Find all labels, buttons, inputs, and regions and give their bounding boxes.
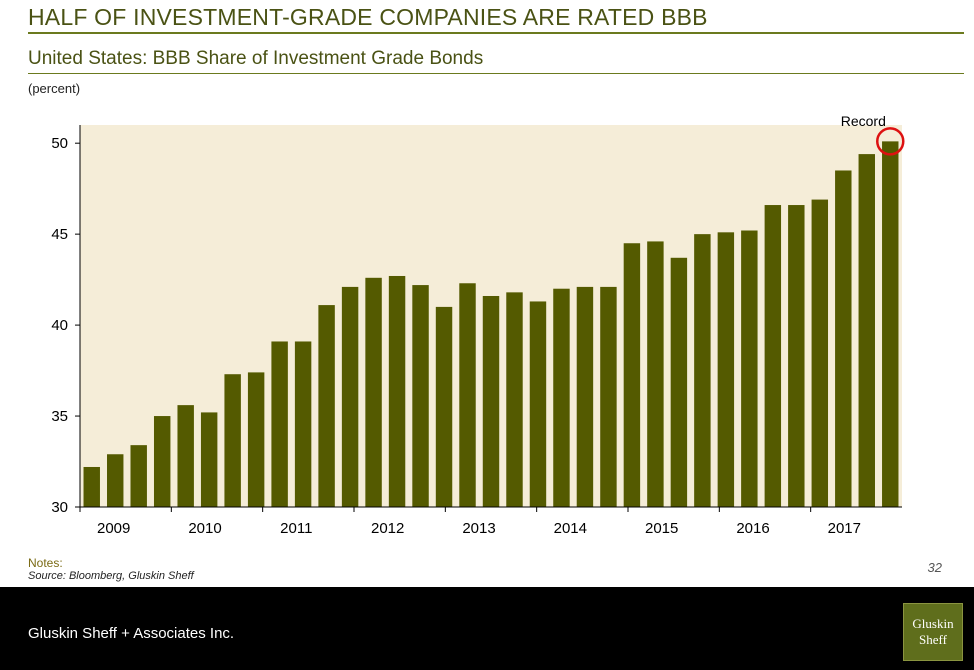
bar [107, 454, 124, 507]
x-tick-label: 2009 [97, 520, 130, 537]
bar [741, 230, 758, 507]
bar [224, 374, 241, 507]
bar [412, 285, 429, 507]
bar [247, 372, 265, 507]
bar [717, 232, 735, 507]
bar [130, 445, 147, 507]
x-tick-label: 2010 [188, 520, 221, 537]
x-tick-label: 2016 [736, 520, 769, 537]
bar [341, 286, 359, 507]
bar [788, 205, 805, 508]
bar [882, 141, 899, 507]
source-text: Source: Bloomberg, Gluskin Sheff [28, 570, 194, 582]
bar [764, 205, 782, 508]
x-tick-label: 2011 [280, 520, 312, 537]
x-tick-label: 2012 [371, 520, 404, 537]
footer-company-name: Gluskin Sheff + Associates Inc. [28, 625, 235, 642]
bar-chart: 30 35 40 45 50 2009 2010 2011 2012 2013 2014 2015 20… [51, 113, 905, 537]
x-tick-label: 2013 [462, 520, 495, 537]
bar [153, 416, 171, 507]
x-tick-label: 2014 [554, 520, 587, 537]
bar [318, 305, 335, 507]
record-marker-circle [876, 127, 905, 156]
bar [388, 275, 406, 507]
bar [200, 412, 218, 507]
bar [576, 286, 594, 507]
bar [600, 286, 617, 507]
x-tick-label: 2017 [828, 520, 861, 537]
bar [553, 288, 570, 507]
footer-bar: Gluskin Sheff + Associates Inc. Gluskin … [0, 587, 974, 670]
gluskin-sheff-logo: Gluskin Sheff [903, 603, 963, 661]
bar [271, 341, 288, 507]
bar [647, 241, 664, 508]
bar [177, 405, 194, 507]
chart-title: United States: BBB Share of Investment G… [28, 48, 484, 69]
page-number: 32 [927, 560, 942, 575]
bar [482, 295, 500, 507]
y-tick-label: 30 [51, 499, 68, 516]
bar [694, 234, 711, 507]
y-tick-label: 50 [51, 135, 68, 152]
y-tick-label: 45 [51, 226, 68, 243]
bar [811, 199, 829, 507]
units-label: (percent) [28, 81, 81, 96]
bar [670, 257, 688, 507]
y-tick-label: 40 [51, 317, 68, 334]
bar [506, 292, 523, 507]
bar [365, 277, 382, 507]
bar [294, 341, 312, 507]
y-tick-label: 35 [51, 408, 68, 425]
x-tick-label: 2015 [645, 520, 678, 537]
bar [623, 243, 641, 508]
logo-line-2: Sheff [919, 632, 947, 647]
logo-line-1: Gluskin [912, 616, 954, 631]
slide-title: HALF OF INVESTMENT-GRADE COMPANIES ARE R… [28, 4, 708, 30]
notes-label: Notes: [28, 556, 63, 570]
bar [83, 466, 100, 507]
chart-title-rule [28, 73, 964, 74]
bar [835, 170, 852, 508]
title-rule [28, 32, 964, 34]
record-annotation: Record [841, 113, 886, 129]
bar [858, 154, 875, 507]
bar [529, 301, 547, 507]
bar [459, 283, 476, 507]
bar [435, 306, 453, 507]
